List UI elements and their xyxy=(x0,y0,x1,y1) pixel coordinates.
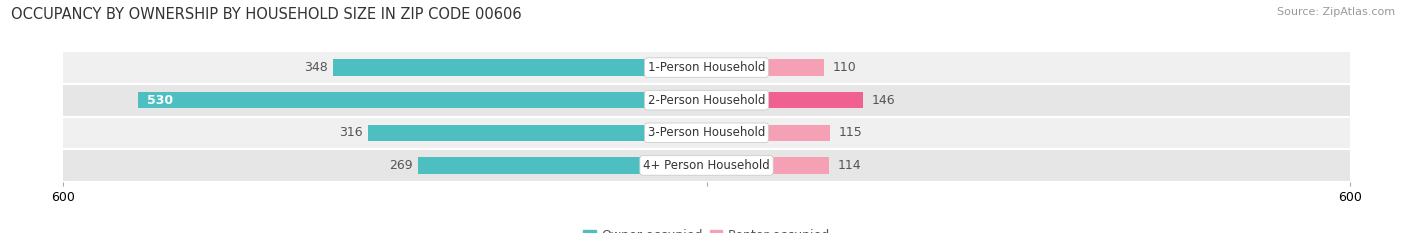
Text: 146: 146 xyxy=(872,94,896,107)
Text: 115: 115 xyxy=(838,126,862,139)
Text: 348: 348 xyxy=(304,61,328,74)
Legend: Owner-occupied, Renter-occupied: Owner-occupied, Renter-occupied xyxy=(578,224,835,233)
Bar xyxy=(707,92,863,108)
Bar xyxy=(707,59,824,76)
Text: 2-Person Household: 2-Person Household xyxy=(648,94,765,107)
Text: 4+ Person Household: 4+ Person Household xyxy=(643,159,770,172)
Bar xyxy=(368,125,707,141)
Text: 1-Person Household: 1-Person Household xyxy=(648,61,765,74)
Text: 269: 269 xyxy=(389,159,413,172)
Bar xyxy=(138,92,707,108)
Text: 114: 114 xyxy=(838,159,860,172)
Text: 316: 316 xyxy=(339,126,363,139)
Bar xyxy=(63,116,1350,149)
Text: 530: 530 xyxy=(146,94,173,107)
Bar xyxy=(63,84,1350,116)
Text: 110: 110 xyxy=(832,61,856,74)
Bar xyxy=(707,125,830,141)
Bar xyxy=(707,157,828,174)
Bar xyxy=(63,149,1350,182)
Bar xyxy=(333,59,707,76)
Text: OCCUPANCY BY OWNERSHIP BY HOUSEHOLD SIZE IN ZIP CODE 00606: OCCUPANCY BY OWNERSHIP BY HOUSEHOLD SIZE… xyxy=(11,7,522,22)
Text: 3-Person Household: 3-Person Household xyxy=(648,126,765,139)
Text: Source: ZipAtlas.com: Source: ZipAtlas.com xyxy=(1277,7,1395,17)
Bar xyxy=(418,157,707,174)
Bar xyxy=(63,51,1350,84)
